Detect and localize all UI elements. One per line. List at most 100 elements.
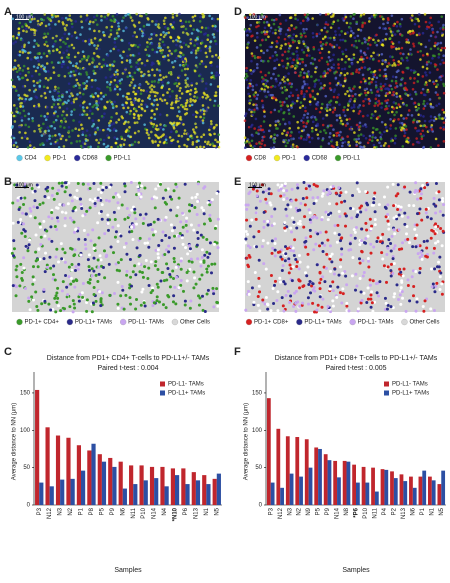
cell [156, 285, 160, 289]
cell [326, 12, 330, 16]
cell [35, 206, 39, 210]
cell [331, 280, 335, 284]
cell [389, 127, 392, 130]
cell [179, 257, 183, 261]
cell [172, 246, 176, 250]
cell [262, 51, 266, 55]
cell [361, 274, 365, 278]
cell [265, 30, 269, 34]
cell [27, 296, 31, 300]
cell [85, 300, 89, 304]
cell [371, 77, 374, 81]
cell [278, 276, 282, 280]
cell [62, 60, 65, 64]
cell [31, 116, 34, 120]
cell [62, 203, 66, 207]
cell [397, 213, 401, 217]
cell [165, 278, 169, 282]
cell [381, 257, 385, 261]
cell [57, 188, 61, 192]
cell [422, 115, 425, 118]
cell [407, 109, 411, 112]
cell [389, 55, 392, 58]
bar [428, 476, 432, 505]
cell [87, 40, 91, 44]
cell [180, 69, 184, 72]
cell [30, 295, 34, 299]
legend-swatch [384, 381, 389, 387]
cell [411, 245, 415, 249]
cell [38, 80, 41, 84]
cell [302, 42, 306, 46]
cell [197, 29, 200, 33]
cell [20, 101, 23, 105]
cell [106, 13, 110, 17]
cell [163, 98, 167, 102]
cell [304, 245, 308, 249]
cell [303, 71, 306, 75]
cell [376, 236, 380, 240]
cell [271, 31, 275, 35]
cell [315, 308, 319, 312]
cell [309, 103, 312, 106]
cell [258, 89, 262, 93]
cell [133, 264, 137, 268]
cell [389, 249, 393, 253]
cell [273, 59, 276, 63]
cell [352, 31, 355, 35]
cell [41, 142, 44, 145]
cell [387, 104, 391, 108]
cell [257, 21, 261, 24]
cell [279, 47, 283, 50]
cell [48, 137, 51, 141]
cell [195, 56, 198, 59]
cell [21, 48, 24, 52]
cell [301, 86, 304, 90]
cell [295, 65, 299, 68]
cell [439, 227, 443, 231]
cell [131, 78, 135, 81]
cell [120, 285, 124, 289]
cell [212, 35, 216, 39]
cell [281, 132, 284, 135]
cell [272, 67, 276, 70]
cell [336, 19, 340, 22]
cell [173, 59, 177, 63]
cell [56, 91, 60, 95]
cell [323, 26, 327, 30]
cell [217, 56, 221, 59]
cell [358, 276, 362, 280]
cell [352, 109, 355, 113]
cell [115, 12, 119, 16]
cell [399, 126, 402, 129]
cell [162, 55, 165, 59]
cell [106, 127, 110, 131]
cell [264, 78, 268, 82]
cell [61, 247, 65, 251]
bar [403, 481, 408, 505]
cell [283, 282, 287, 286]
cell [289, 245, 293, 249]
cell [131, 237, 135, 241]
cell [70, 262, 74, 266]
cell [101, 188, 105, 192]
cell [174, 265, 178, 269]
cell [436, 68, 439, 71]
cell [321, 37, 325, 41]
cell [130, 225, 134, 229]
cell [429, 61, 433, 65]
cell [294, 301, 298, 305]
cell [210, 60, 213, 64]
cell [285, 189, 289, 193]
cell [31, 119, 35, 123]
cell [119, 294, 123, 298]
cell [184, 20, 188, 24]
cell [332, 66, 335, 70]
cell [112, 122, 116, 125]
cell [413, 22, 417, 26]
bar [314, 447, 319, 505]
cell [332, 95, 336, 99]
cell [56, 286, 60, 290]
cell [441, 197, 445, 201]
cell [261, 128, 265, 132]
